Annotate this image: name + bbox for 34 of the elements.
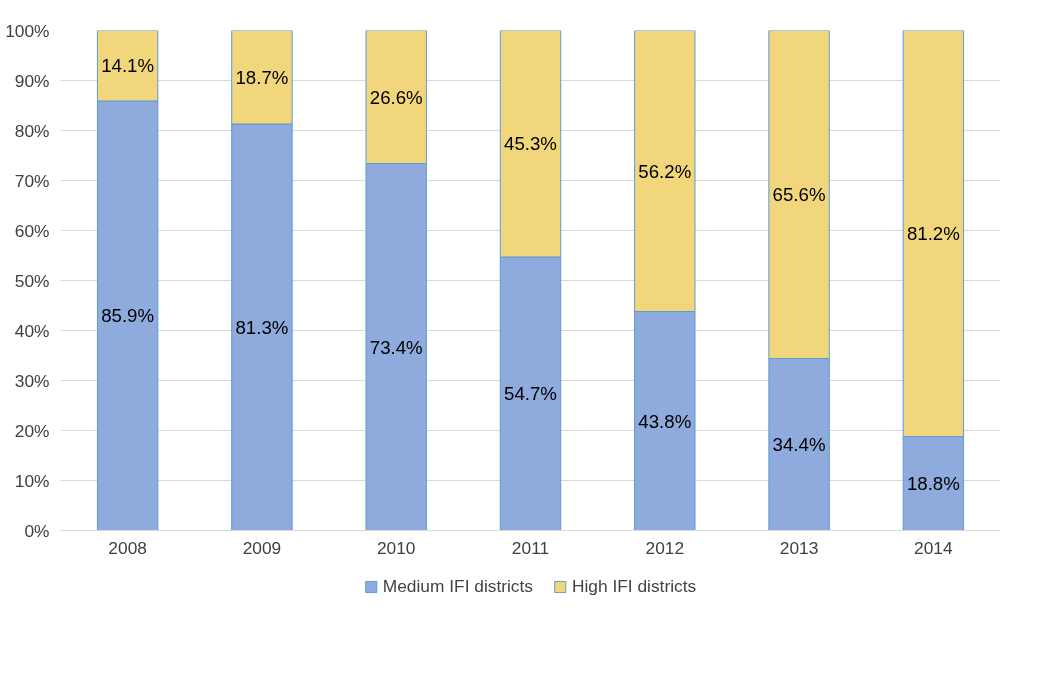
y-tick-label: 90%	[14, 70, 50, 91]
data-label: 34.4%	[772, 434, 826, 455]
data-label: 45.3%	[504, 133, 557, 155]
legend-label: Medium IFI districts	[382, 575, 533, 597]
y-tick-label: 30%	[14, 370, 50, 391]
x-tick-label: 2010	[376, 537, 416, 558]
data-label: 18.8%	[906, 473, 960, 494]
y-tick-label: 0%	[24, 520, 50, 541]
x-tick-label: 2011	[511, 537, 550, 558]
x-tick-label: 2012	[645, 537, 685, 558]
data-label: 81.3%	[235, 316, 289, 338]
y-tick-label: 40%	[14, 320, 50, 341]
legend-label: High IFI districts	[571, 575, 697, 597]
y-tick-label: 10%	[14, 470, 50, 491]
data-label: 18.7%	[235, 66, 289, 88]
data-label: 65.6%	[772, 184, 826, 205]
data-label: 56.2%	[638, 160, 692, 182]
x-tick-label: 2009	[242, 537, 282, 558]
data-label: 14.1%	[101, 55, 155, 77]
data-label: 73.4%	[369, 336, 423, 358]
y-tick-label: 60%	[14, 220, 50, 241]
y-tick-label: 80%	[14, 120, 50, 141]
data-label: 54.7%	[504, 383, 557, 405]
x-tick-label: 2008	[108, 537, 147, 558]
y-tick-label: 70%	[14, 170, 50, 191]
y-tick-label: 50%	[14, 270, 50, 291]
y-tick-label: 100%	[5, 20, 50, 41]
data-label: 43.8%	[638, 410, 692, 432]
x-tick-label: 2014	[914, 537, 953, 558]
y-tick-label: 20%	[14, 420, 50, 441]
data-label: 81.2%	[906, 223, 960, 244]
x-tick-label: 2013	[779, 537, 819, 558]
data-label: 26.6%	[369, 86, 423, 108]
data-label: 85.9%	[101, 305, 155, 327]
